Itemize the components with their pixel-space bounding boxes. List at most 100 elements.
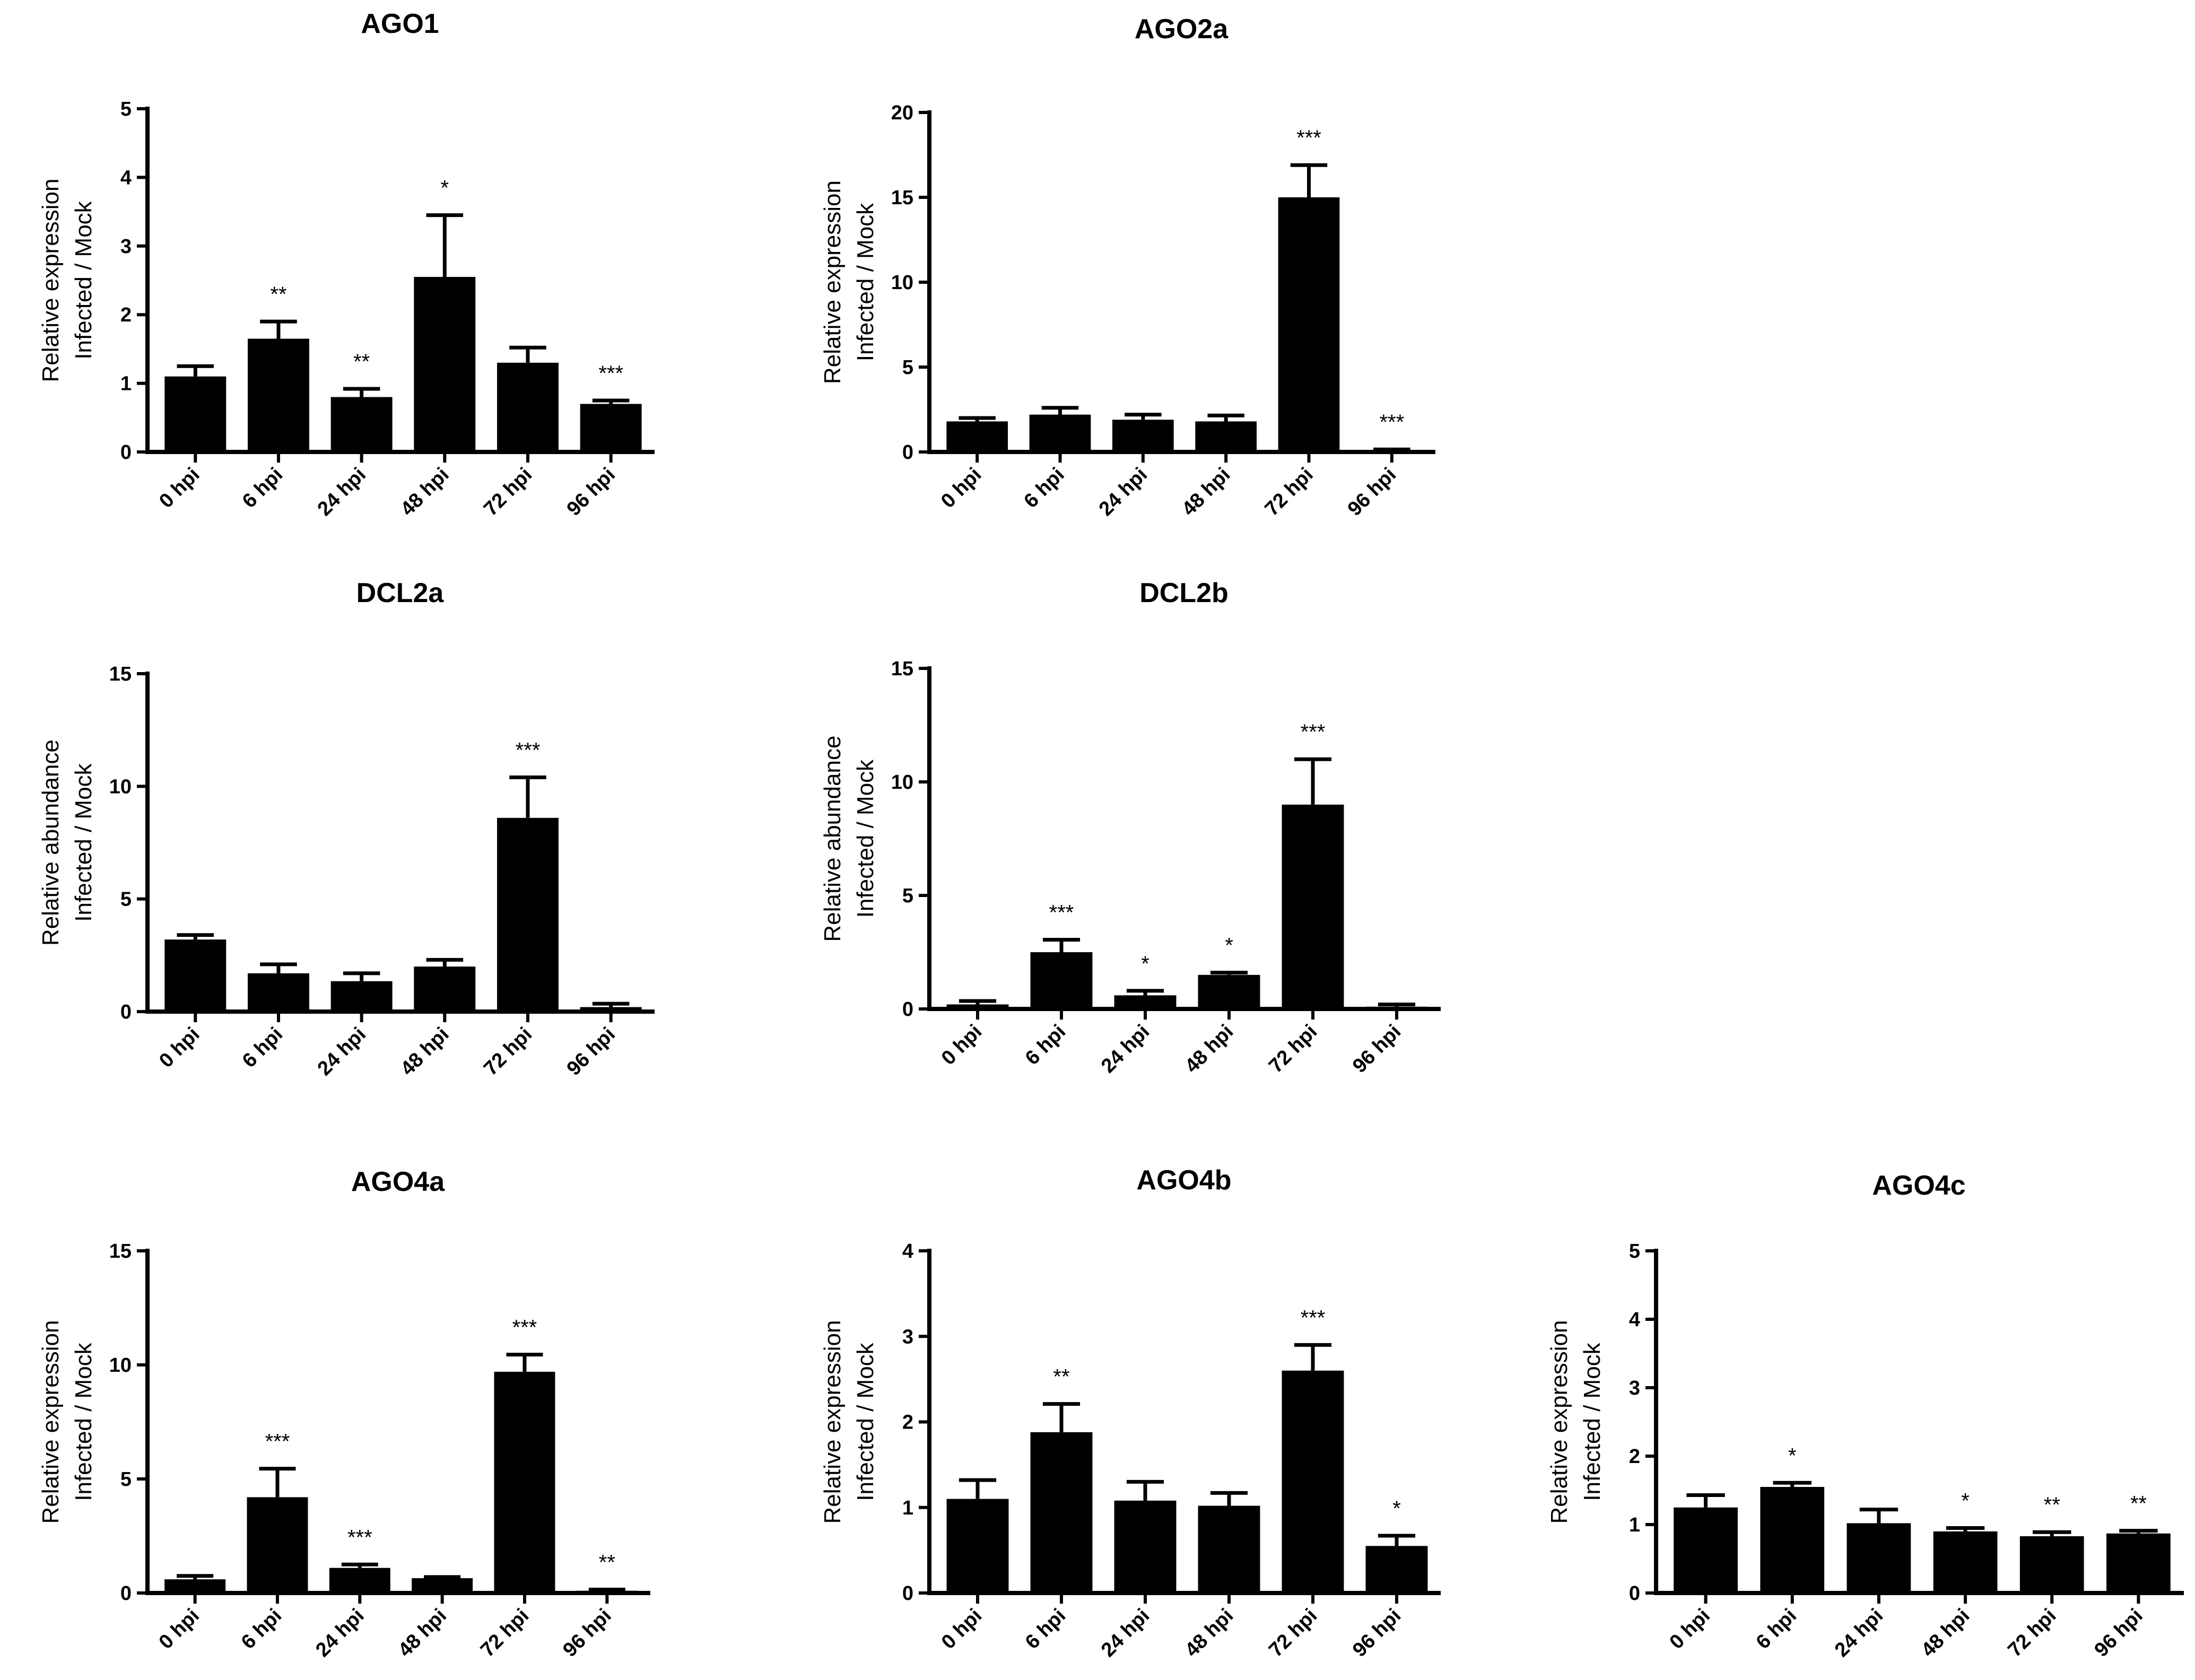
y-tick-label: 10 [109,776,132,798]
bar [2106,1533,2171,1593]
x-tick-label: 96 hpi [1348,1021,1405,1077]
significance-marker: *** [1296,126,1321,150]
x-tick-label: 24 hpi [313,1023,370,1080]
y-tick-label: 5 [120,98,132,120]
significance-marker: *** [598,362,623,385]
bar [580,404,642,452]
x-tick-label: 96 hpi [2090,1605,2147,1661]
x-tick-label: 6 hpi [1021,1605,1070,1653]
axes [927,666,1441,1011]
chart-title: AGO4c [1872,1170,1965,1201]
y-tick-label: 20 [891,102,913,124]
x-tick-label: 96 hpi [563,464,620,520]
x-tick-label: 72 hpi [2004,1605,2060,1661]
bar [1365,1546,1428,1593]
x-tick-label: 24 hpi [1097,1605,1154,1661]
bar [330,981,393,1012]
bar [247,1497,308,1593]
y-axis-label: Relative expression Infected / Mock [38,1320,97,1524]
significance-marker: *** [1301,720,1326,744]
y-tick-label: 3 [1629,1377,1640,1399]
chart-panel-dcl2b: DCL2b Relative abundance Infected / Mock 0 … [820,578,1441,1077]
x-tick-label: 96 hpi [563,1023,620,1080]
bar [946,1499,1009,1593]
y-axis-label-line: Relative expression [1546,1320,1572,1524]
x-tick-label: 72 hpi [1265,1605,1321,1661]
bar [1114,995,1177,1009]
chart-panel-ago2a: AGO2a Relative expression Infected / Mock 0… [820,14,1435,520]
bar [946,1004,1009,1009]
significance-marker: *** [512,1316,537,1339]
y-tick-label: 0 [120,1001,132,1023]
y-tick-label: 0 [120,441,132,464]
bar [248,973,309,1012]
bar [1282,1370,1344,1593]
x-tick-label: 48 hpi [1917,1605,1974,1661]
bar [414,967,476,1012]
x-tick-label: 72 hpi [1261,464,1318,520]
x-tick-label: 6 hpi [1021,1021,1070,1069]
significance-marker: ** [1053,1365,1069,1389]
bar [946,421,1008,452]
chart-panel-dcl2a: DCL2a Relative abundance Infected / Mock 0 … [38,578,655,1080]
y-tick-label: 1 [120,373,132,395]
y-tick-label: 10 [891,272,913,294]
significance-marker: *** [516,738,541,762]
x-tick-label: 6 hpi [238,1023,287,1072]
y-axis-label-line: Relative expression [820,1320,846,1524]
bar [1846,1523,1911,1593]
significance-marker: *** [1301,1306,1326,1329]
x-tick-label: 24 hpi [311,1605,368,1661]
y-axis-label-line: Infected / Mock [1579,1342,1605,1501]
x-tick-label: 96 hpi [559,1605,615,1661]
significance-marker: *** [1049,901,1074,924]
y-axis-label: Relative abundance Infected / Mock [38,739,97,946]
y-axis-label: Relative expression Infected / Mock [820,1320,878,1524]
x-tick-label: 72 hpi [1265,1021,1321,1077]
x-tick-label: 72 hpi [476,1605,533,1661]
y-axis-label-line: Relative expression [38,1320,64,1524]
x-tick-label: 24 hpi [1095,464,1152,520]
significance-marker: * [1141,952,1149,976]
y-tick-label: 0 [902,441,913,464]
significance-marker: * [1961,1489,1970,1512]
x-tick-label: 96 hpi [1348,1605,1405,1661]
significance-marker: *** [347,1526,372,1549]
y-tick-label: 10 [109,1354,132,1377]
x-tick-label: 6 hpi [237,1605,286,1653]
bar [1933,1531,1998,1593]
axes [927,110,1435,454]
bar [329,1568,390,1593]
y-tick-label: 15 [891,187,913,209]
y-tick-label: 4 [120,167,132,189]
bar [2019,1536,2084,1593]
x-tick-label: 0 hpi [1666,1605,1714,1653]
bar [414,277,476,452]
y-tick-label: 4 [1629,1309,1640,1331]
chart-title: AGO4a [351,1167,445,1197]
y-tick-label: 0 [902,1582,913,1605]
y-axis-label-line: Relative expression [38,179,64,382]
chart-panel-ago1: AGO1 Relative expression Infected / Mock 0 … [38,8,655,520]
chart-title: AGO1 [361,8,439,39]
bar [1278,197,1340,452]
y-tick-label: 10 [891,771,913,794]
chart-panel-ago4a: AGO4a Relative expression Infected / Mock 0… [38,1167,650,1661]
y-tick-label: 15 [891,658,913,680]
y-tick-label: 2 [1629,1446,1640,1468]
y-axis-label-line: Infected / Mock [852,1342,878,1501]
bar [1198,974,1260,1009]
y-tick-label: 3 [902,1326,913,1348]
bar [494,1371,555,1593]
y-axis-label-line: Relative abundance [38,739,64,946]
y-tick-label: 15 [109,663,132,685]
y-axis-label-line: Infected / Mock [71,1342,97,1501]
bar [1760,1487,1825,1593]
y-tick-label: 5 [1629,1240,1640,1263]
significance-marker: ** [270,283,286,306]
x-tick-label: 6 hpi [238,464,287,512]
x-tick-label: 24 hpi [1831,1605,1887,1661]
significance-marker: * [1788,1444,1797,1467]
y-axis-label-line: Relative abundance [820,736,846,942]
